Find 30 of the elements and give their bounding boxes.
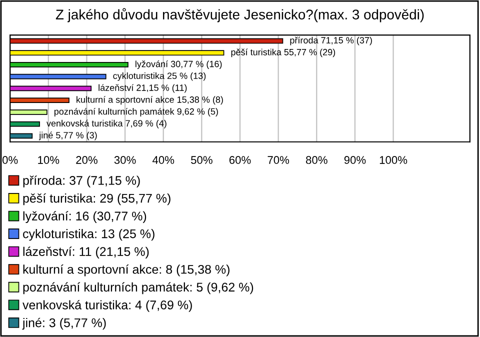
data-label: kulturní a sportovní akce 15,38 % (8) bbox=[76, 96, 223, 105]
x-tick-label: 20% bbox=[76, 156, 98, 164]
x-tick-label: 0% bbox=[2, 156, 18, 164]
legend-label: příroda: 37 (71,15 %) bbox=[23, 176, 140, 188]
data-label: lázeňství 21,15 % (11) bbox=[98, 84, 187, 93]
x-tick-label: 30% bbox=[114, 156, 136, 164]
data-label: příroda 71,15 % (37) bbox=[290, 36, 372, 46]
x-tick-label: 100% bbox=[380, 156, 408, 164]
data-label: venkovská turistika 7,69 % (4) bbox=[46, 120, 166, 128]
x-tick-label: 90% bbox=[344, 156, 366, 164]
x-tick-label: 60% bbox=[229, 156, 251, 164]
legend-label: poznávání kulturních památek: 5 (9,62 %) bbox=[23, 282, 254, 294]
legend-label: pěší turistika: 29 (55,77 %) bbox=[23, 193, 170, 206]
legend-label: lyžování: 16 (30,77 %) bbox=[23, 211, 146, 223]
data-label: pěší turistika 55,77 % (29) bbox=[231, 48, 336, 58]
legend-label: lázeňství: 11 (21,15 %) bbox=[23, 246, 149, 258]
x-tick-label: 40% bbox=[152, 156, 174, 164]
legend-label: venkovská turistika: 4 (7,69 %) bbox=[22, 300, 192, 312]
legend-label: jiné: 3 (5,77 %) bbox=[22, 318, 106, 330]
x-tick-label: 70% bbox=[268, 156, 290, 164]
x-tick-label: 50% bbox=[191, 156, 212, 164]
legend-label: kulturní a sportovní akce: 8 (15,38 %) bbox=[23, 264, 230, 276]
x-tick-label: 10% bbox=[38, 156, 60, 164]
chart-title: Z jakého důvodu navštěvujete Jesenicko?(max. 3 odpovědi) bbox=[56, 8, 424, 22]
data-label: lyžování 30,77 % (16) bbox=[136, 60, 222, 69]
data-label: cykloturistika 25 % (13) bbox=[113, 72, 206, 81]
data-label: poznávání kulturních památek 9,62 % (5) bbox=[54, 108, 218, 116]
x-tick-label: 80% bbox=[306, 156, 328, 164]
legend-label: cykloturistika: 13 (25 %) bbox=[23, 229, 154, 241]
data-label: jiné 5,77 % (3) bbox=[38, 132, 97, 140]
